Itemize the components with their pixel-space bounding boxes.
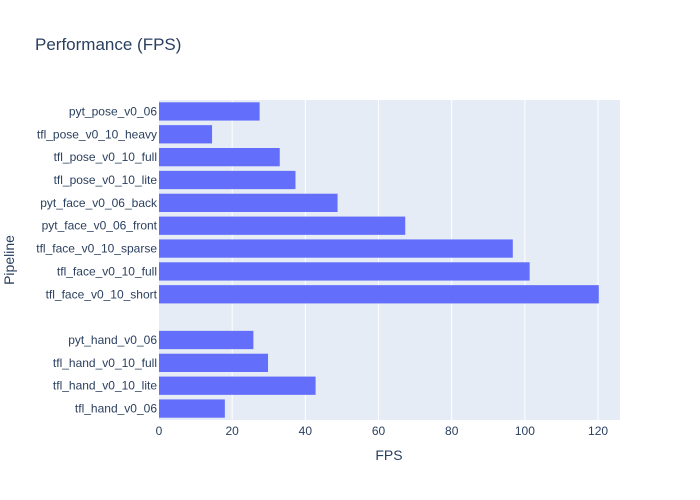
x-tick-label: 100	[515, 424, 535, 438]
x-tick-label: 60	[372, 424, 386, 438]
bar	[159, 193, 338, 212]
chart-title: Performance (FPS)	[35, 35, 181, 54]
bar	[159, 376, 316, 395]
bar	[159, 285, 599, 304]
y-axis-title: Pipeline	[1, 235, 17, 285]
x-axis-title: FPS	[375, 447, 402, 463]
y-tick-label: tfl_face_v0_10_sparse	[36, 242, 157, 256]
y-tick-labels: pyt_pose_v0_06 tfl_pose_v0_10_heavy tfl_po…	[36, 104, 158, 415]
bar	[159, 353, 269, 372]
bar	[159, 216, 406, 235]
bar	[159, 262, 530, 281]
bar	[159, 125, 213, 144]
y-tick-label: pyt_face_v0_06_front	[42, 219, 158, 233]
y-tick-label: tfl_pose_v0_10_full	[54, 150, 157, 164]
x-tick-label: 120	[588, 424, 608, 438]
y-tick-label: tfl_hand_v0_06	[75, 402, 157, 416]
y-tick-label: pyt_pose_v0_06	[69, 104, 157, 118]
bars	[159, 102, 599, 418]
bar	[159, 330, 254, 350]
x-tick-label: 0	[156, 424, 163, 438]
y-tick-label: tfl_face_v0_10_short	[46, 287, 158, 301]
y-tick-label: tfl_pose_v0_10_heavy	[37, 127, 157, 141]
y-tick-label: pyt_face_v0_06_back	[40, 196, 158, 210]
y-tick-label: tfl_face_v0_10_full	[57, 264, 157, 278]
bar	[159, 170, 296, 190]
x-tick-labels: 0 20 40 60 80 100 120	[156, 424, 609, 438]
y-tick-label: tfl_hand_v0_10_lite	[53, 379, 157, 393]
x-tick-label: 20	[225, 424, 239, 438]
y-tick-label: tfl_hand_v0_10_full	[53, 356, 157, 370]
bar	[159, 399, 225, 418]
y-tick-label: pyt_hand_v0_06	[68, 333, 157, 347]
x-tick-label: 40	[299, 424, 313, 438]
x-tick-label: 80	[445, 424, 459, 438]
bar	[159, 239, 513, 258]
y-tick-label: tfl_pose_v0_10_lite	[54, 173, 158, 187]
bar	[159, 148, 280, 167]
bar	[159, 102, 260, 121]
